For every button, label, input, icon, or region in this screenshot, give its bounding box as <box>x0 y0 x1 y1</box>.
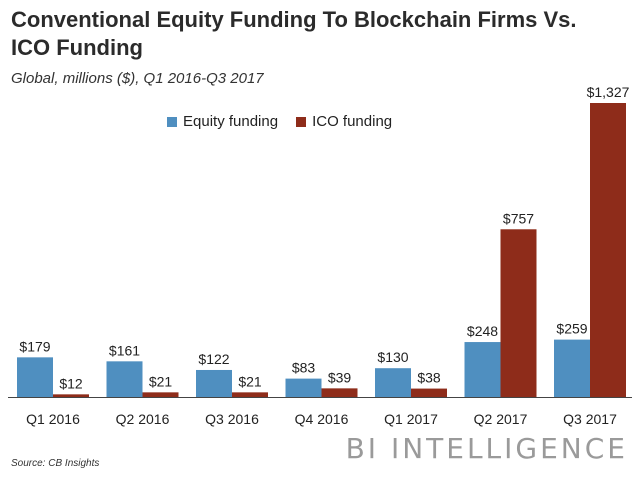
x-tick-label-7: Q3 2017 <box>563 411 617 427</box>
data-label-equity-6: $248 <box>467 323 498 339</box>
legend-item-ico: ICO funding <box>296 113 392 130</box>
data-label-equity-3: $122 <box>198 351 229 367</box>
data-label-ico-5: $38 <box>417 370 441 386</box>
bar-equity-5 <box>375 368 411 397</box>
data-label-ico-3: $21 <box>238 373 262 389</box>
x-tick-label-2: Q2 2016 <box>116 411 170 427</box>
x-tick-label-1: Q1 2016 <box>26 411 80 427</box>
bar-ico-6 <box>500 229 537 397</box>
bar-equity-2 <box>106 361 143 397</box>
chart-subtitle: Global, millions ($), Q1 2016-Q3 2017 <box>11 70 264 87</box>
bar-ico-4 <box>321 388 358 397</box>
bar-equity-7 <box>554 339 590 397</box>
source-note: Source: CB Insights <box>11 458 100 469</box>
bar-ico-2 <box>142 392 179 397</box>
legend: Equity funding ICO funding <box>167 113 410 130</box>
legend-item-equity: Equity funding <box>167 113 278 130</box>
data-label-ico-7: $1,327 <box>587 84 630 100</box>
data-label-equity-4: $83 <box>292 360 316 376</box>
data-label-equity-2: $161 <box>109 342 140 358</box>
chart-title: Conventional Equity Funding To Blockchai… <box>11 7 577 60</box>
x-tick-label-4: Q4 2016 <box>295 411 349 427</box>
data-label-ico-4: $39 <box>328 369 352 385</box>
legend-label-ico: ICO funding <box>312 113 393 130</box>
bar-ico-1 <box>53 394 89 397</box>
legend-swatch-ico <box>296 116 307 127</box>
x-tick-label-3: Q3 2016 <box>205 411 259 427</box>
x-tick-label-5: Q1 2017 <box>384 411 438 427</box>
bar-ico-3 <box>232 392 268 397</box>
x-tick-label-6: Q2 2017 <box>474 411 528 427</box>
data-label-ico-6: $757 <box>503 210 534 226</box>
bar-ico-5 <box>411 388 447 397</box>
legend-swatch-equity <box>167 116 177 127</box>
data-label-ico-2: $21 <box>149 373 173 389</box>
bar-equity-4 <box>285 378 322 397</box>
bar-equity-6 <box>464 342 501 397</box>
data-label-equity-7: $259 <box>556 321 587 337</box>
data-label-equity-1: $179 <box>19 338 50 354</box>
bar-equity-1 <box>17 357 53 397</box>
bar-ico-7 <box>590 103 626 397</box>
legend-label-equity: Equity funding <box>183 113 279 130</box>
bar-equity-3 <box>196 369 232 397</box>
data-label-equity-5: $130 <box>377 349 408 365</box>
data-label-ico-1: $12 <box>59 375 83 391</box>
brand-logo: BI INTELLIGENCE <box>345 432 628 465</box>
